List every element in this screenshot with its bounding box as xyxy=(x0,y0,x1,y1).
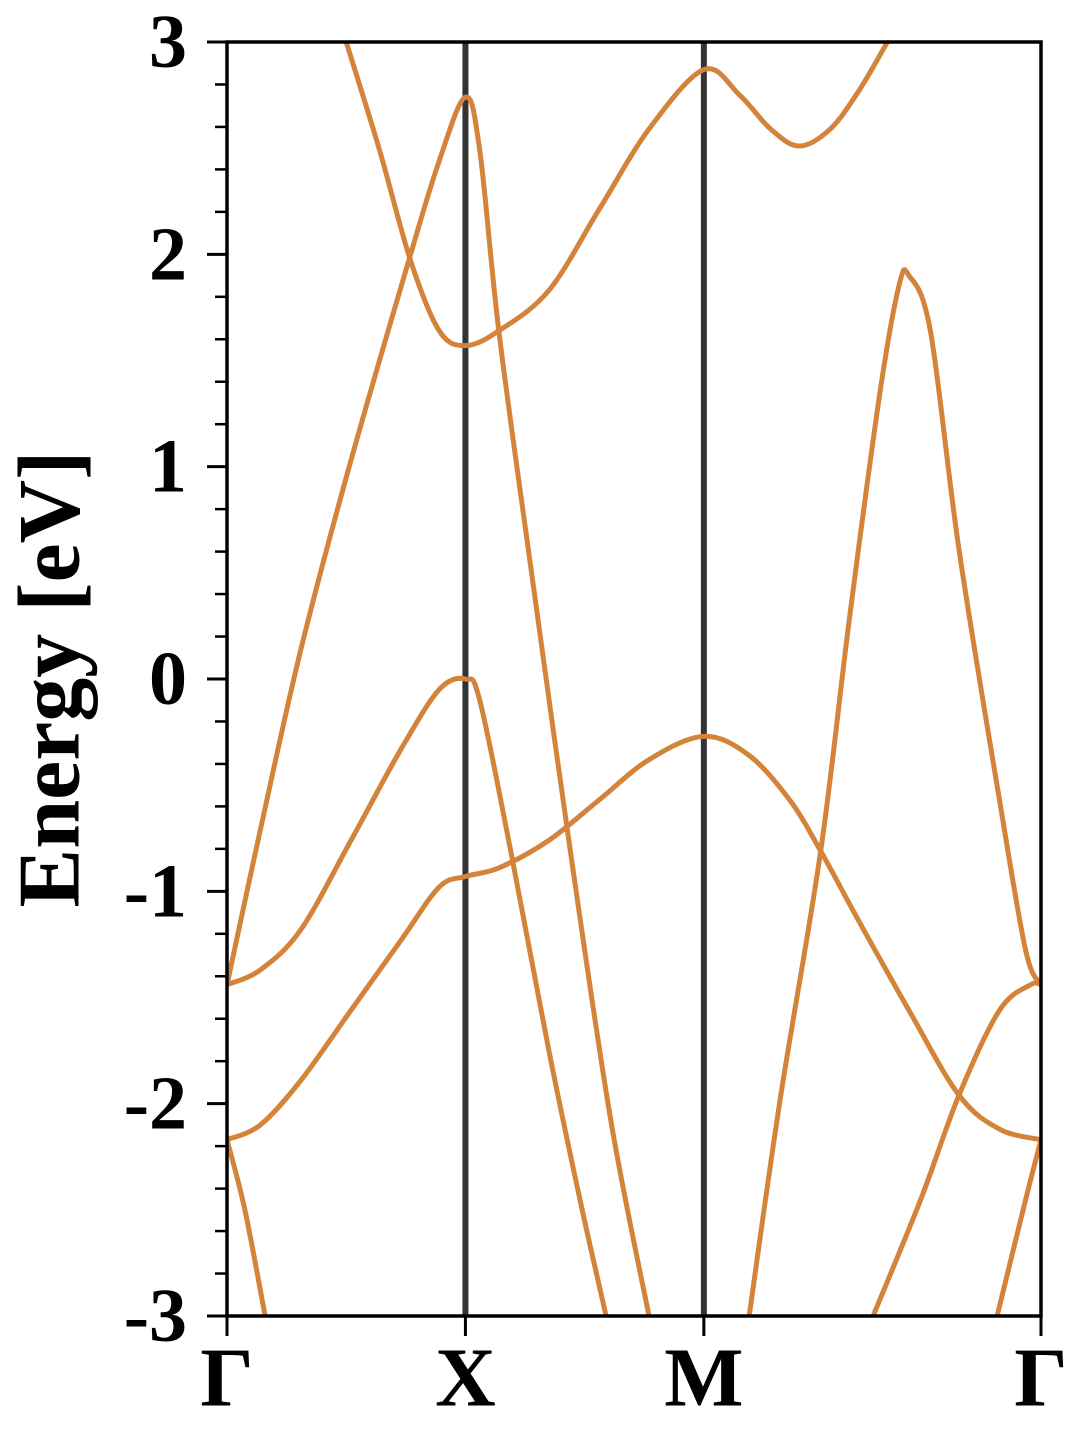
bands xyxy=(227,42,1041,1316)
y-tick-label: -3 xyxy=(124,1274,187,1358)
band-line xyxy=(746,267,1041,1316)
band-line xyxy=(227,94,652,1316)
band-line xyxy=(343,42,890,349)
x-tick-label: X xyxy=(435,1332,496,1425)
band-line xyxy=(227,733,1041,1143)
band-line xyxy=(870,980,1041,1316)
y-tick-label: 0 xyxy=(149,637,187,721)
y-axis-label: Energy [eV] xyxy=(2,451,99,908)
band-line xyxy=(227,1139,268,1316)
band-line xyxy=(227,675,609,1316)
x-tick-label: M xyxy=(664,1332,743,1425)
x-tick-label: Γ xyxy=(1014,1332,1067,1425)
y-tick-label: 3 xyxy=(149,0,187,84)
y-tick-label: -1 xyxy=(124,849,187,933)
y-tick-label: 1 xyxy=(149,425,187,509)
x-tick-label: Γ xyxy=(200,1332,253,1425)
y-tick-label: 2 xyxy=(149,212,187,296)
band-line xyxy=(994,1139,1041,1316)
y-tick-label: -2 xyxy=(124,1062,187,1146)
plot-frame xyxy=(225,40,1043,1318)
